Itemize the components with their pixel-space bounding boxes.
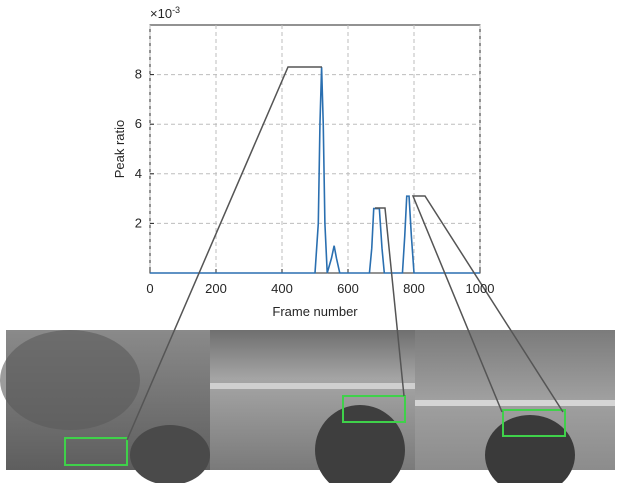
x-tick-label: 600 [337,281,359,296]
road-marking [210,383,415,389]
y-multiplier-exp: -3 [172,5,180,15]
y-multiplier-base: ×10 [150,6,172,21]
x-tick-label: 200 [205,281,227,296]
y-tick-label: 2 [135,215,142,230]
callouts [126,66,564,441]
tree [0,330,140,430]
x-tick-label: 800 [403,281,425,296]
x-tick-label: 400 [271,281,293,296]
y-tick-label: 8 [135,67,142,82]
x-tick-label: 1000 [466,281,495,296]
axes-box [149,24,481,274]
y-multiplier: ×10-3 [150,5,180,21]
callout-line [126,66,322,441]
y-tick-label: 6 [135,116,142,131]
photo-strip [0,330,615,488]
road-marking [415,400,615,406]
callout-line [411,195,564,413]
bush [485,415,575,488]
x-axis-label: Frame number [272,304,358,319]
detection-box [342,395,406,423]
x-tick-label: 0 [146,281,153,296]
bush [130,425,210,485]
bush [315,405,405,488]
callout-line [375,207,405,397]
y-tick-label: 4 [135,166,142,181]
detection-box [502,409,566,437]
y-axis-label: Peak ratio [112,120,127,179]
detection-box [64,437,128,466]
